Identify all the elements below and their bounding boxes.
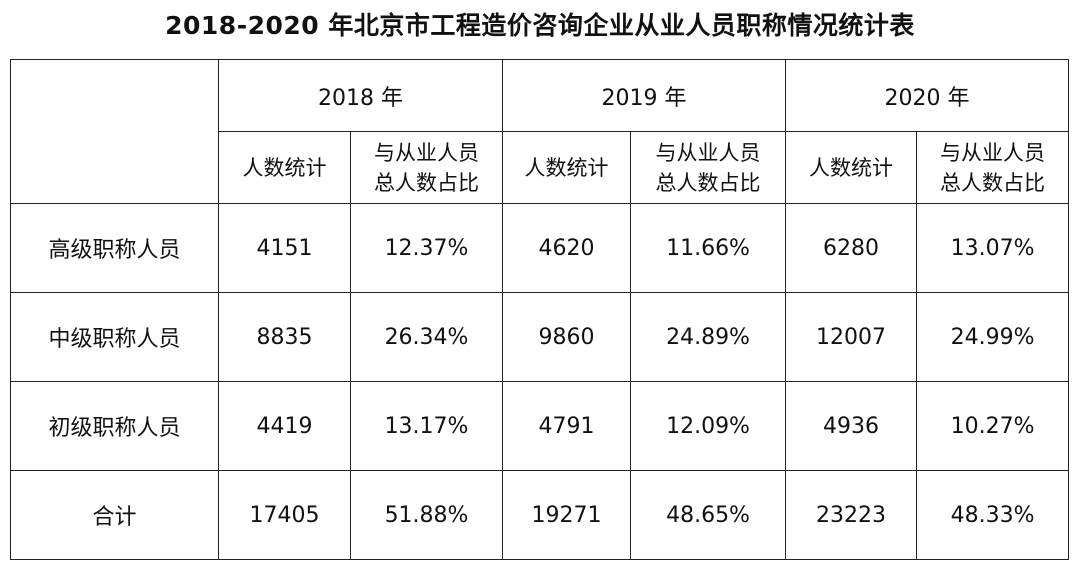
row-label-total: 合计 bbox=[10, 470, 219, 560]
count-header-label: 人数统计 bbox=[809, 155, 894, 180]
count-header-label: 人数统计 bbox=[242, 155, 327, 180]
cell-total-2020-ratio: 48.33% bbox=[916, 470, 1070, 560]
cell-junior-2020-ratio: 10.27% bbox=[916, 381, 1070, 471]
cell-intermediate-2018-count: 8835 bbox=[218, 292, 351, 382]
cell-senior-2018-ratio: 12.37% bbox=[349, 203, 504, 293]
corner-header-cell bbox=[10, 59, 219, 204]
cell-total-2019-ratio: 48.65% bbox=[630, 470, 787, 560]
statistics-table: 2018 年 2019 年 2020 年 人数统计 与从业人员总人数占比 人数统… bbox=[10, 59, 1070, 560]
cell-junior-2019-ratio: 12.09% bbox=[630, 381, 787, 471]
cell-intermediate-2018-ratio: 26.34% bbox=[349, 292, 504, 382]
count-header-2019: 人数统计 bbox=[502, 131, 632, 204]
cell-senior-2018-count: 4151 bbox=[218, 203, 351, 293]
count-header-2020: 人数统计 bbox=[785, 131, 918, 204]
cell-total-2018-count: 17405 bbox=[218, 470, 351, 560]
ratio-header-line2: 总人数占比 bbox=[940, 170, 1046, 195]
table-title: 2018-2020 年北京市工程造价咨询企业从业人员职称情况统计表 bbox=[165, 11, 915, 40]
year-header-2018: 2018 年 bbox=[217, 59, 504, 132]
table-row-senior: 高级职称人员 4151 12.37% 4620 11.66% 6280 13.0… bbox=[10, 203, 1070, 293]
cell-junior-2019-count: 4791 bbox=[502, 381, 632, 471]
table-row-junior: 初级职称人员 4419 13.17% 4791 12.09% 4936 10.2… bbox=[10, 381, 1070, 471]
row-label-junior: 初级职称人员 bbox=[10, 381, 219, 471]
cell-junior-2018-ratio: 13.17% bbox=[349, 381, 504, 471]
cell-total-2020-count: 23223 bbox=[785, 470, 918, 560]
cell-junior-2018-count: 4419 bbox=[218, 381, 351, 471]
sub-header-row: 人数统计 与从业人员总人数占比 人数统计 与从业人员总人数占比 人数统计 与从业… bbox=[11, 131, 1070, 204]
year-header-row: 2018 年 2019 年 2020 年 bbox=[10, 59, 1070, 204]
ratio-header-line1: 与从业人员 bbox=[374, 140, 479, 165]
cell-senior-2019-count: 4620 bbox=[502, 203, 632, 293]
row-label-intermediate: 中级职称人员 bbox=[10, 292, 219, 382]
table-row-intermediate: 中级职称人员 8835 26.34% 9860 24.89% 12007 24.… bbox=[10, 292, 1070, 382]
ratio-header-line2: 总人数占比 bbox=[374, 170, 479, 195]
table-row-total: 合计 17405 51.88% 19271 48.65% 23223 48.33… bbox=[10, 470, 1070, 560]
cell-junior-2020-count: 4936 bbox=[785, 381, 918, 471]
cell-intermediate-2019-ratio: 24.89% bbox=[630, 292, 787, 382]
ratio-header-line1: 与从业人员 bbox=[940, 140, 1046, 165]
cell-intermediate-2019-count: 9860 bbox=[502, 292, 632, 382]
cell-senior-2020-ratio: 13.07% bbox=[916, 203, 1070, 293]
cell-total-2019-count: 19271 bbox=[502, 470, 632, 560]
ratio-header-line2: 总人数占比 bbox=[655, 170, 761, 195]
row-label-senior: 高级职称人员 bbox=[10, 203, 219, 293]
count-header-label: 人数统计 bbox=[524, 155, 609, 180]
cell-senior-2019-ratio: 11.66% bbox=[630, 203, 787, 293]
ratio-header-2019: 与从业人员总人数占比 bbox=[630, 131, 787, 204]
count-header-2018: 人数统计 bbox=[218, 131, 351, 204]
ratio-header-2018: 与从业人员总人数占比 bbox=[349, 131, 504, 204]
cell-senior-2020-count: 6280 bbox=[785, 203, 918, 293]
year-header-2020: 2020 年 bbox=[785, 59, 1070, 132]
cell-total-2018-ratio: 51.88% bbox=[349, 470, 504, 560]
cell-intermediate-2020-count: 12007 bbox=[785, 292, 918, 382]
ratio-header-2020: 与从业人员总人数占比 bbox=[916, 131, 1070, 204]
ratio-header-line1: 与从业人员 bbox=[655, 140, 761, 165]
cell-intermediate-2020-ratio: 24.99% bbox=[916, 292, 1070, 382]
year-header-2019: 2019 年 bbox=[502, 59, 787, 132]
